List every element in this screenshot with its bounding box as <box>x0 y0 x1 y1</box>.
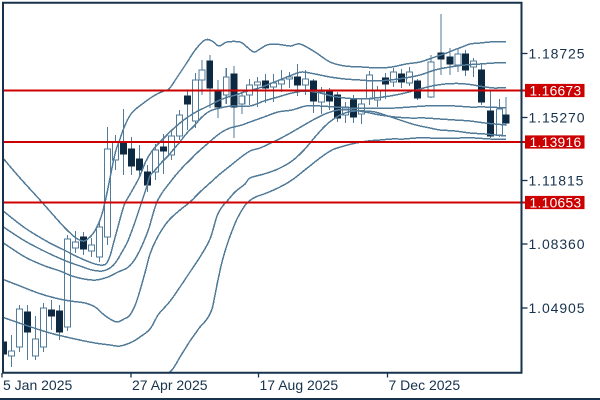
svg-text:27 Apr 2025: 27 Apr 2025 <box>132 377 208 393</box>
svg-text:1.04905: 1.04905 <box>529 300 586 316</box>
svg-text:1.13916: 1.13916 <box>530 135 582 150</box>
svg-text:17 Aug 2025: 17 Aug 2025 <box>260 377 339 393</box>
svg-text:1.18725: 1.18725 <box>529 46 586 62</box>
svg-text:1.11815: 1.11815 <box>529 173 585 189</box>
svg-text:7 Dec 2025: 7 Dec 2025 <box>389 377 461 393</box>
svg-text:1.10653: 1.10653 <box>530 196 582 211</box>
svg-text:1.15270: 1.15270 <box>529 110 586 126</box>
svg-text:1.08360: 1.08360 <box>529 236 586 252</box>
svg-text:1.16673: 1.16673 <box>530 84 582 99</box>
svg-text:5 Jan 2025: 5 Jan 2025 <box>3 377 72 393</box>
